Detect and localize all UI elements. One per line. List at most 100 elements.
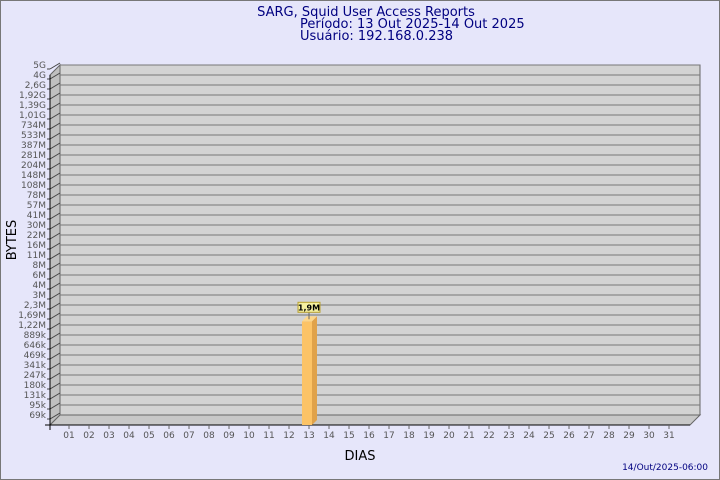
y-tick-label: 1,69M xyxy=(18,311,46,321)
x-tick-label: 28 xyxy=(603,431,615,441)
plot-left-wall xyxy=(49,63,61,427)
x-tick-label: 24 xyxy=(523,431,535,441)
y-tick-diagonal xyxy=(49,302,61,310)
y-tick-label: 16M xyxy=(27,241,46,251)
y-tick-diagonal xyxy=(49,152,61,160)
y-tick-diagonal xyxy=(49,122,61,130)
y-tick-label: 22M xyxy=(27,231,46,241)
x-tick-label: 07 xyxy=(183,431,194,441)
y-tick-label: 387M xyxy=(21,141,46,151)
y-tick-diagonal xyxy=(49,102,61,110)
y-tick-diagonal xyxy=(49,262,61,270)
y-tick-label: 4G xyxy=(33,71,46,81)
y-tick-label: 1,22M xyxy=(18,321,46,331)
y-tick-label: 11M xyxy=(27,251,46,261)
y-tick-label: 646k xyxy=(24,341,47,351)
x-tick-label: 30 xyxy=(643,431,655,441)
x-tick-label: 01 xyxy=(63,431,74,441)
y-tick-label: 8M xyxy=(33,261,47,271)
y-tick-diagonal xyxy=(49,282,61,290)
y-tick-label: 469k xyxy=(24,351,47,361)
y-tick-diagonal xyxy=(49,202,61,210)
y-tick-diagonal xyxy=(49,392,61,400)
y-tick-label: 180k xyxy=(24,381,47,391)
y-tick-label: 1,92G xyxy=(19,91,46,101)
x-tick-label: 13 xyxy=(303,431,314,441)
y-tick-diagonal xyxy=(49,292,61,300)
x-tick-label: 15 xyxy=(343,431,354,441)
x-tick-label: 14 xyxy=(323,431,335,441)
x-tick-label: 08 xyxy=(203,431,215,441)
y-tick-label: 734M xyxy=(21,121,46,131)
x-tick-label: 29 xyxy=(623,431,635,441)
y-tick-label: 6M xyxy=(33,271,47,281)
y-tick-label: 204M xyxy=(21,161,46,171)
y-tick-diagonal xyxy=(49,92,61,100)
y-tick-label: 2,3M xyxy=(24,301,46,311)
y-tick-label: 1,39G xyxy=(19,101,46,111)
y-tick-diagonal xyxy=(49,402,61,410)
x-tick-label: 25 xyxy=(543,431,554,441)
chart-title: SARG, Squid User Access Reports xyxy=(257,5,475,20)
y-tick-label: 247k xyxy=(24,371,47,381)
x-tick-label: 23 xyxy=(503,431,514,441)
x-tick-label: 21 xyxy=(463,431,474,441)
y-tick-label: 131k xyxy=(24,391,47,401)
chart-period: Período: 13 Out 2025-14 Out 2025 xyxy=(300,17,525,32)
y-tick-diagonal xyxy=(49,362,61,370)
x-tick-label: 22 xyxy=(483,431,494,441)
y-tick-label: 78M xyxy=(27,191,46,201)
y-tick-label: 341k xyxy=(24,361,47,371)
y-tick-label: 108M xyxy=(21,181,46,191)
plot-back-wall xyxy=(59,64,701,416)
x-tick-label: 18 xyxy=(403,431,415,441)
y-tick-diagonal xyxy=(49,222,61,230)
y-tick-diagonal xyxy=(49,372,61,380)
x-tick-label: 10 xyxy=(243,431,255,441)
x-tick-label: 06 xyxy=(163,431,175,441)
y-tick-diagonal xyxy=(49,232,61,240)
y-tick-diagonal xyxy=(49,412,61,420)
y-tick-diagonal xyxy=(49,272,61,280)
y-tick-diagonal xyxy=(49,82,61,90)
y-tick-diagonal xyxy=(49,342,61,350)
bar-front xyxy=(302,321,312,425)
y-tick-label: 95k xyxy=(29,401,46,411)
y-tick-diagonal xyxy=(49,182,61,190)
x-tick-label: 26 xyxy=(563,431,575,441)
y-tick-diagonal xyxy=(49,132,61,140)
y-tick-label: 4M xyxy=(33,281,47,291)
plot-floor xyxy=(48,414,702,426)
y-tick-diagonal xyxy=(49,312,61,320)
x-tick-label: 05 xyxy=(143,431,154,441)
x-tick-label: 17 xyxy=(383,431,394,441)
y-tick-diagonal xyxy=(49,72,61,80)
chart-user: Usuário: 192.168.0.238 xyxy=(300,29,453,44)
y-tick-label: 281M xyxy=(21,151,46,161)
y-tick-diagonal xyxy=(49,112,61,120)
y-tick-diagonal xyxy=(49,192,61,200)
x-tick-label: 12 xyxy=(283,431,294,441)
y-tick-label: 3M xyxy=(33,291,47,301)
x-tick-label: 11 xyxy=(263,431,274,441)
y-tick-diagonal xyxy=(49,142,61,150)
y-tick-label: 30M xyxy=(27,221,46,231)
x-tick-label: 04 xyxy=(123,431,135,441)
y-tick-label: 5G xyxy=(33,61,46,71)
y-tick-label: 1,01G xyxy=(19,111,46,121)
y-tick-label: 148M xyxy=(21,171,46,181)
y-tick-label: 889k xyxy=(24,331,47,341)
bar-label-box xyxy=(297,301,321,313)
bar-value-label: 1,9M xyxy=(298,303,320,312)
y-axis-label: BYTES xyxy=(5,220,20,261)
y-tick-label: 69k xyxy=(29,411,46,421)
y-tick-label: 41M xyxy=(27,211,46,221)
y-tick-label: 2,6G xyxy=(25,81,46,91)
x-tick-label: 03 xyxy=(103,431,114,441)
footer-date: 14/Out/2025-06:00 xyxy=(622,463,708,473)
y-tick-label: 57M xyxy=(27,201,46,211)
x-tick-label: 27 xyxy=(583,431,594,441)
y-tick-diagonal xyxy=(49,172,61,180)
y-tick-diagonal xyxy=(49,382,61,390)
